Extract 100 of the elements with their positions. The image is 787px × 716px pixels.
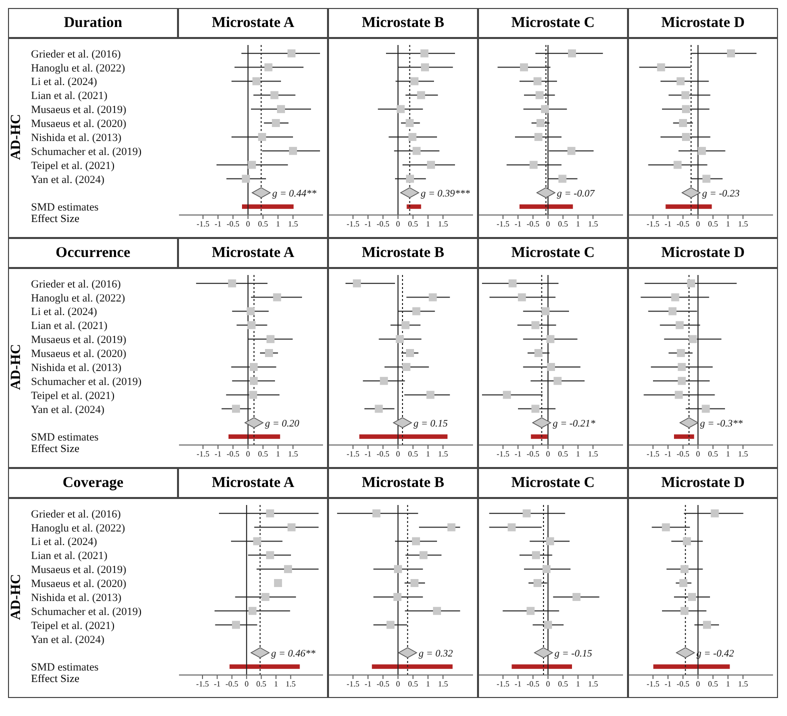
point <box>681 91 690 100</box>
point <box>542 565 550 574</box>
y-tick-label: Yan et al. (2024) <box>31 634 105 646</box>
x-tick-label: -1.5 <box>496 680 510 689</box>
x-tick-label: 1.5 <box>438 450 448 459</box>
x-tick-label: 1 <box>576 220 580 229</box>
x-tick-label: -1 <box>664 220 672 229</box>
x-tick-label: -1 <box>364 220 372 229</box>
point <box>676 349 685 358</box>
text: Duration <box>8 8 178 38</box>
point <box>710 509 719 518</box>
point <box>277 105 285 114</box>
annotation: g = 0.15 <box>414 418 448 430</box>
x-tick-label: -0.5 <box>676 220 690 229</box>
x-tick-label: 1 <box>274 680 278 689</box>
point <box>408 132 416 141</box>
x-tick-label: -0.5 <box>226 680 238 689</box>
point <box>530 160 538 169</box>
x-tick-label: 1.5 <box>438 680 448 689</box>
y-tick-label: Lian et al. (2021) <box>31 320 108 332</box>
point <box>541 105 549 114</box>
y-tick-label: Yan et al. (2024) <box>31 174 105 186</box>
x-tick-label: -0.5 <box>676 680 690 689</box>
x-tick-label: 1.5 <box>288 220 298 229</box>
x-tick-label: 1.5 <box>738 450 748 459</box>
point <box>558 174 566 183</box>
point <box>428 293 437 302</box>
point <box>232 620 240 629</box>
x-tick-label: 1.5 <box>588 680 598 689</box>
point <box>676 321 684 330</box>
point <box>447 523 456 532</box>
point <box>678 376 686 385</box>
annotation: g = -0.07 <box>556 188 596 200</box>
y-tick-label: Teipel et al. (2021) <box>31 390 115 402</box>
y-axis-title: AD-HC <box>9 343 25 392</box>
annotation: g = 0.32 <box>418 648 453 660</box>
x-tick-label: 1.5 <box>738 680 748 689</box>
annotation: g = -0.21* <box>552 418 596 430</box>
x-tick-label: -1 <box>214 450 222 459</box>
point <box>261 592 270 601</box>
point <box>412 146 421 155</box>
point <box>544 620 552 629</box>
point <box>288 49 296 58</box>
point <box>249 390 258 399</box>
point <box>531 404 540 413</box>
point <box>682 132 690 141</box>
point <box>508 523 516 532</box>
chart-title: Microstate A <box>178 8 328 38</box>
x-tick-label: 0.5 <box>258 450 268 459</box>
point <box>273 293 282 302</box>
point <box>402 362 410 371</box>
x-tick-label: 0 <box>546 220 550 229</box>
point <box>679 119 687 128</box>
x-tick-label: 0.5 <box>708 220 718 229</box>
x-tick-label: 1 <box>276 220 280 229</box>
x-tick-label: -1.5 <box>346 220 360 229</box>
point <box>668 307 676 316</box>
point <box>682 537 691 546</box>
x-tick-label: 0 <box>696 220 700 229</box>
point <box>682 105 690 114</box>
x-tick-label: 0 <box>546 450 550 459</box>
point <box>252 77 260 86</box>
x-tick-label: -1.5 <box>646 680 660 689</box>
x-tick-label: -1.5 <box>196 220 210 229</box>
point <box>534 132 542 141</box>
chart-title: Microstate C <box>478 238 628 268</box>
point <box>662 523 670 532</box>
x-axis-title: Effect Size <box>31 213 80 225</box>
x-tick-label: 1 <box>726 680 730 689</box>
x-tick-label: -0.5 <box>526 680 540 689</box>
point <box>674 390 683 399</box>
point <box>228 279 236 288</box>
y-tick-label: SMD estimates <box>31 432 99 444</box>
x-tick-label: -1 <box>514 450 522 459</box>
point <box>232 404 240 413</box>
point <box>421 63 429 72</box>
y-tick-label: Hanoglu et al. (2022) <box>31 292 126 304</box>
x-tick-label: 0 <box>244 680 249 689</box>
chart-title: Microstate B <box>328 238 478 268</box>
y-tick-label: Lian et al. (2021) <box>31 90 108 102</box>
x-tick-label: -1 <box>364 450 372 459</box>
point <box>352 279 361 288</box>
point <box>534 77 542 86</box>
point <box>420 551 428 560</box>
x-tick-label: 1.5 <box>588 220 598 229</box>
text: Coverage <box>8 468 178 498</box>
point <box>396 335 404 344</box>
y-tick-label: Lian et al. (2021) <box>31 550 108 562</box>
point <box>702 174 710 183</box>
annotation: g = 0.20 <box>265 418 300 430</box>
x-tick-label: 0.5 <box>408 450 418 459</box>
x-tick-label: -1 <box>364 680 372 689</box>
chart-title: Microstate A <box>178 238 328 268</box>
point <box>246 307 255 316</box>
point <box>502 390 511 399</box>
point <box>272 119 280 128</box>
chart-title: Microstate C <box>478 8 628 38</box>
x-tick-label: 1 <box>576 680 580 689</box>
x-tick-label: -0.5 <box>376 450 390 459</box>
y-axis-title: AD-HC <box>9 573 25 622</box>
